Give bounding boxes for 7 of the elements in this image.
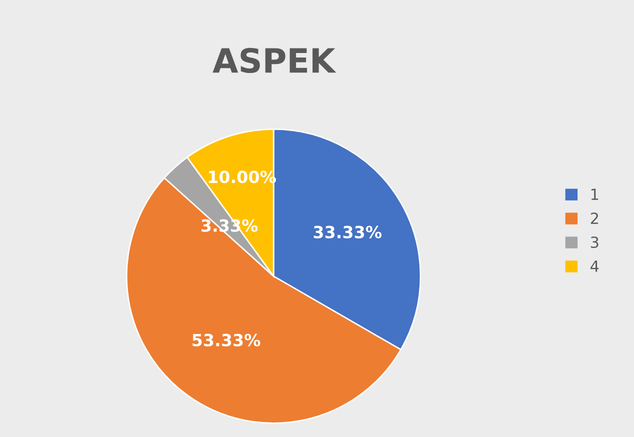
legend-label: 3 xyxy=(590,236,598,248)
chart-title: ASPEK xyxy=(212,48,336,74)
legend-label: 1 xyxy=(591,188,598,200)
data-label: 53.33% xyxy=(192,334,260,346)
legend-label: 2 xyxy=(590,212,598,224)
legend-label: 4 xyxy=(590,260,599,272)
data-label: 33.33% xyxy=(314,226,382,238)
